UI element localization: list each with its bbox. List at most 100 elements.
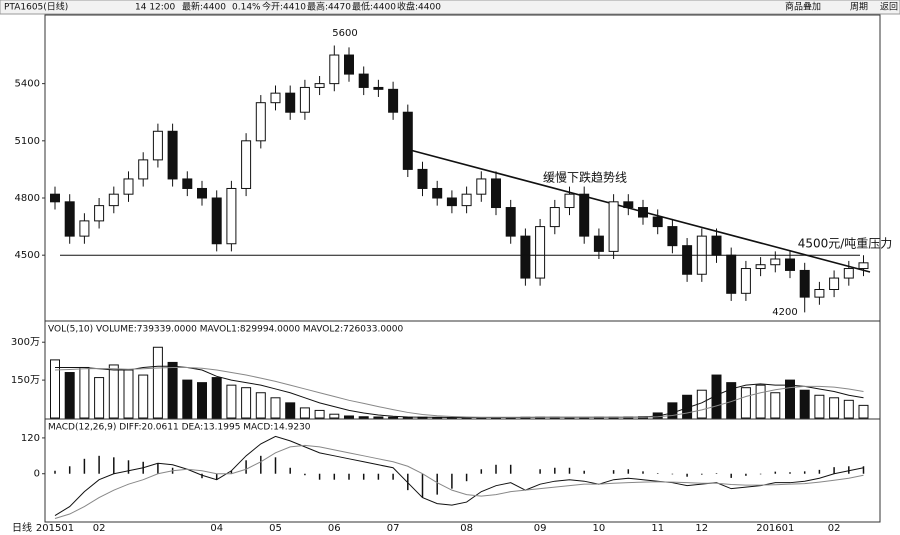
volume-bar <box>211 377 222 419</box>
volume-bar <box>285 402 296 419</box>
volume-bar <box>667 402 678 419</box>
x-tick-label: 05 <box>269 523 282 534</box>
candle-body <box>285 92 296 113</box>
volume-bar <box>858 404 869 419</box>
candle-body <box>814 289 825 298</box>
candle-body <box>314 83 325 88</box>
y-tick-label: 300万 <box>11 337 40 348</box>
volume-bar <box>770 392 781 419</box>
candle-body <box>344 54 354 75</box>
button[interactable]: 周期 <box>850 2 868 13</box>
y-tick-label: 0 <box>34 469 40 480</box>
x-label: 日线 <box>12 521 32 534</box>
x-tick-label: 07 <box>387 523 400 534</box>
volume-bar <box>358 416 369 419</box>
x-tick-label: 09 <box>534 523 547 534</box>
volume-bar <box>270 397 281 419</box>
volume-bar <box>388 416 399 419</box>
volume-bar <box>241 387 252 419</box>
candle-body <box>755 264 766 270</box>
volume-bar <box>785 379 795 419</box>
candle-body <box>358 73 369 88</box>
candle-body <box>167 130 178 180</box>
volume-bar <box>344 415 354 419</box>
volume-bar <box>182 379 193 419</box>
volume-bar <box>740 387 751 419</box>
candle-body <box>461 193 472 207</box>
open: 今开:4410 <box>262 1 306 13</box>
candle-body <box>476 178 487 195</box>
x-tick-label: 04 <box>210 523 223 534</box>
candle-body <box>211 197 222 245</box>
y-tick-label: 150万 <box>11 375 40 386</box>
candle-body <box>829 277 840 290</box>
candle-body <box>491 178 501 209</box>
candle-body <box>373 86 384 90</box>
volume-bar <box>167 361 178 419</box>
candle-body <box>785 258 795 271</box>
volume-bar <box>226 384 237 419</box>
line-series <box>54 444 864 519</box>
x-tick-label: 02 <box>93 523 106 534</box>
button[interactable]: 返回 <box>880 1 898 13</box>
volume-bar <box>64 372 75 419</box>
x-tick-label: 201601 <box>756 523 794 534</box>
button[interactable]: 商品叠加 <box>785 1 821 13</box>
volume-bar <box>123 369 134 419</box>
volume-bar <box>314 409 325 419</box>
candle-body <box>667 226 678 247</box>
candle-body <box>564 193 575 209</box>
volume-bar <box>843 399 854 419</box>
header-bar <box>0 0 900 15</box>
x-tick-label: 11 <box>651 523 664 534</box>
candle-body <box>843 268 854 279</box>
candle-body <box>152 130 163 161</box>
candle-body <box>226 187 237 245</box>
candle-body <box>329 54 340 85</box>
volume-bar <box>138 374 149 419</box>
y-tick-label: 4500 <box>15 250 40 261</box>
candle-body <box>64 201 75 237</box>
volume-bar <box>799 389 810 419</box>
candle-body <box>505 207 516 237</box>
volume-bar <box>299 407 310 419</box>
candle-body <box>623 201 634 209</box>
x-tick-label: 06 <box>328 523 341 534</box>
candle-body <box>255 102 266 142</box>
volume-bar <box>755 384 766 419</box>
volume-bar <box>255 392 266 419</box>
x-tick-label: 02 <box>828 523 841 534</box>
volume-bar <box>711 374 722 419</box>
candle-body <box>446 197 457 207</box>
candle-body <box>858 262 869 270</box>
candle-body <box>799 269 810 298</box>
candle-body <box>417 168 428 189</box>
volume-bar <box>79 366 90 419</box>
candle-body <box>535 226 546 279</box>
change: 0.14% <box>232 3 261 13</box>
candle-body <box>197 187 207 199</box>
pane-title: VOL(5,10) VOLUME:739339.0000 MAVOL1:8299… <box>48 325 404 335</box>
candle-body <box>579 193 590 237</box>
candle-body <box>549 207 560 228</box>
volume-bar <box>329 413 340 419</box>
high: 最高:4470 <box>307 1 351 13</box>
candle-body <box>726 254 737 294</box>
candle-body <box>711 235 722 256</box>
annotation: 5600 <box>332 28 357 39</box>
x-tick-label: 08 <box>460 523 473 534</box>
candle-body <box>638 207 648 218</box>
candle-body <box>740 268 751 294</box>
candle-body <box>94 205 105 222</box>
frame <box>44 14 881 523</box>
volume-bar <box>829 397 840 419</box>
latest: 最新:4400 <box>182 1 226 13</box>
candle-body <box>182 178 193 189</box>
x-tick-label: 10 <box>593 523 606 534</box>
volume-bar <box>108 364 119 419</box>
x-tick-label: 12 <box>695 523 708 534</box>
candle-body <box>138 159 149 180</box>
candle-body <box>270 92 281 104</box>
candle-body <box>652 216 663 228</box>
